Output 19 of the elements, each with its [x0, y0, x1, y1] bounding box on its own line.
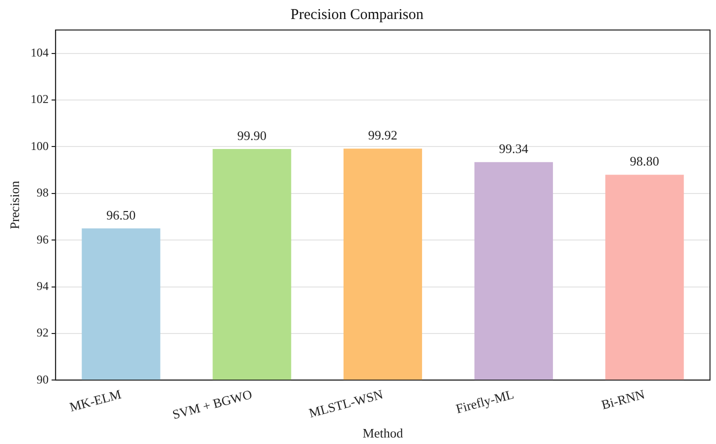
data-label: 99.34 — [499, 141, 529, 156]
x-axis-title: Method — [362, 426, 404, 441]
y-tick-label: 94 — [36, 278, 49, 293]
y-tick-label: 92 — [36, 326, 49, 340]
y-tick-label: 104 — [30, 46, 49, 60]
x-tick-label: SVM + BGWO — [170, 386, 254, 422]
y-axis-title: Precision — [7, 180, 22, 230]
data-label: 99.90 — [237, 128, 267, 143]
chart-title: Precision Comparison — [290, 6, 424, 23]
y-tick-label: 90 — [36, 372, 49, 386]
data-label: 96.50 — [106, 207, 136, 222]
y-tick-label: 96 — [36, 232, 49, 246]
y-tick-label: 98 — [36, 186, 49, 200]
y-tick-label: 102 — [30, 92, 49, 106]
y-tick-label: 100 — [30, 138, 49, 153]
data-label: 98.80 — [630, 154, 660, 169]
x-tick-label: Bi-RNN — [600, 386, 647, 412]
x-tick-label: MK-ELM — [68, 386, 124, 415]
data-label: 99.92 — [368, 128, 398, 143]
